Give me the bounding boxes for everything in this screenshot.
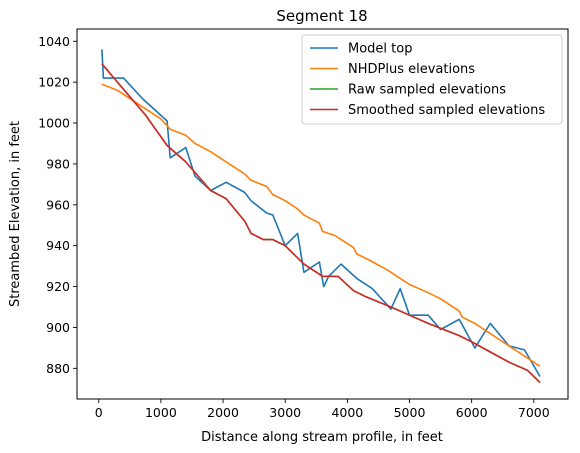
- legend-label: Smoothed sampled elevations: [348, 103, 545, 118]
- x-tick-label: 2000: [207, 405, 239, 420]
- y-tick-label: 1040: [38, 34, 70, 49]
- y-tick-label: 960: [46, 197, 70, 212]
- x-tick-label: 7000: [518, 405, 550, 420]
- y-tick-label: 1020: [38, 75, 70, 90]
- chart-title: Segment 18: [276, 7, 367, 25]
- y-tick-label: 880: [46, 361, 70, 376]
- x-tick-label: 5000: [394, 405, 426, 420]
- x-tick-label: 0: [95, 405, 103, 420]
- legend-label: NHDPlus elevations: [348, 62, 475, 77]
- series-lines: [101, 49, 541, 384]
- y-axis-label: Streambed Elevation, in feet: [8, 121, 23, 307]
- legend: Model top NHDPlus elevations Raw sampled e…: [301, 34, 563, 125]
- y-tick-label: 980: [46, 156, 70, 171]
- y-tick-label: 940: [46, 238, 70, 253]
- y-axis-ticks: 880 900 920 940 960 980 1000 1020 1040: [38, 34, 77, 376]
- series-line-nhdplus-elevations: [101, 83, 541, 367]
- legend-label: Raw sampled elevations: [348, 83, 506, 98]
- y-tick-label: 1000: [38, 116, 70, 131]
- x-tick-label: 3000: [269, 405, 301, 420]
- x-tick-label: 4000: [331, 405, 363, 420]
- legend-label: Model top: [348, 42, 412, 57]
- x-tick-label: 6000: [456, 405, 488, 420]
- x-axis-ticks: 0 1000 2000 3000 4000 5000 6000 7000: [95, 399, 550, 420]
- y-tick-label: 920: [46, 279, 70, 294]
- series-line-model-top: [101, 49, 541, 377]
- series-line-smoothed-sampled-elevations: [101, 63, 541, 384]
- x-axis-label: Distance along stream profile, in feet: [201, 430, 443, 445]
- x-tick-label: 1000: [145, 405, 177, 420]
- legend-box: [301, 34, 563, 125]
- y-tick-label: 900: [46, 320, 70, 335]
